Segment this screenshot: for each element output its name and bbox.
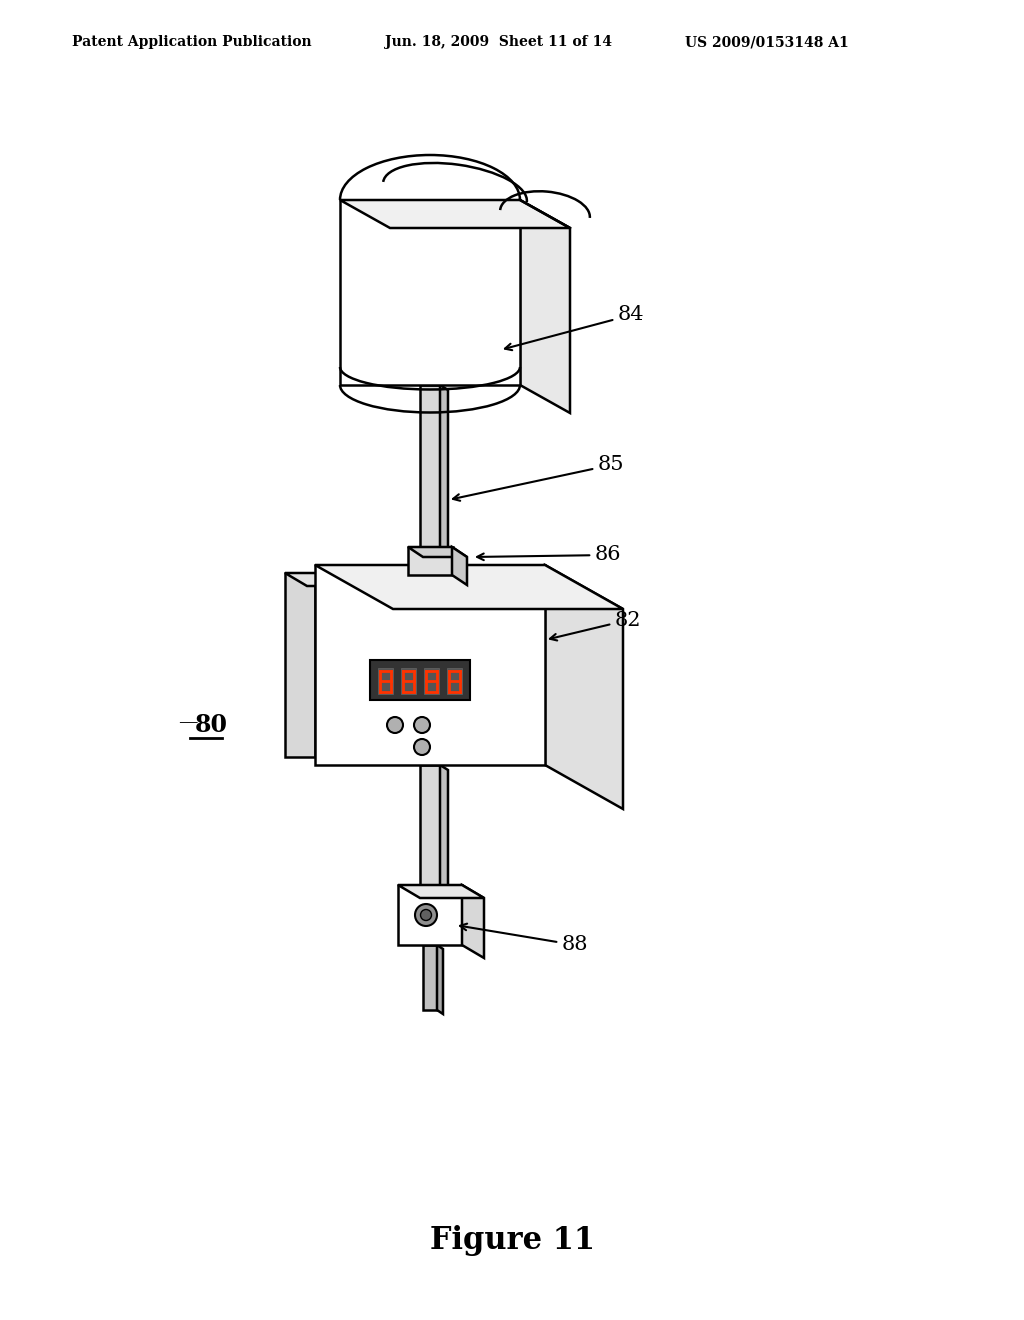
Polygon shape: [408, 546, 467, 557]
Polygon shape: [315, 565, 623, 609]
Ellipse shape: [415, 904, 437, 927]
Text: 88: 88: [460, 924, 589, 954]
Bar: [424, 668, 439, 694]
Polygon shape: [285, 573, 337, 586]
Text: 85: 85: [453, 455, 625, 500]
Bar: [401, 668, 416, 694]
Ellipse shape: [414, 717, 430, 733]
Bar: [447, 668, 462, 694]
Text: 86: 86: [477, 545, 622, 565]
Text: US 2009/0153148 A1: US 2009/0153148 A1: [685, 36, 849, 49]
Text: 82: 82: [550, 610, 641, 640]
Polygon shape: [520, 201, 570, 413]
Ellipse shape: [414, 739, 430, 755]
Bar: [370, 660, 470, 700]
Bar: [340, 201, 520, 385]
Text: —: —: [178, 713, 198, 731]
Polygon shape: [437, 945, 443, 1014]
Bar: [378, 668, 393, 694]
Polygon shape: [462, 884, 484, 958]
Text: 80: 80: [195, 713, 228, 737]
Polygon shape: [452, 546, 467, 585]
Text: 84: 84: [505, 305, 644, 350]
Bar: [408, 546, 453, 576]
Bar: [315, 565, 545, 766]
Text: Figure 11: Figure 11: [429, 1225, 595, 1257]
Bar: [420, 385, 440, 560]
Bar: [420, 766, 440, 884]
Bar: [398, 884, 462, 945]
Bar: [423, 945, 438, 1010]
Polygon shape: [545, 565, 623, 809]
Ellipse shape: [421, 909, 431, 920]
Text: Patent Application Publication: Patent Application Publication: [72, 36, 311, 49]
Text: Jun. 18, 2009  Sheet 11 of 14: Jun. 18, 2009 Sheet 11 of 14: [385, 36, 612, 49]
Ellipse shape: [387, 717, 403, 733]
Polygon shape: [440, 385, 449, 565]
Bar: [285, 573, 315, 756]
Polygon shape: [398, 884, 484, 898]
Polygon shape: [440, 766, 449, 890]
Polygon shape: [340, 201, 570, 228]
